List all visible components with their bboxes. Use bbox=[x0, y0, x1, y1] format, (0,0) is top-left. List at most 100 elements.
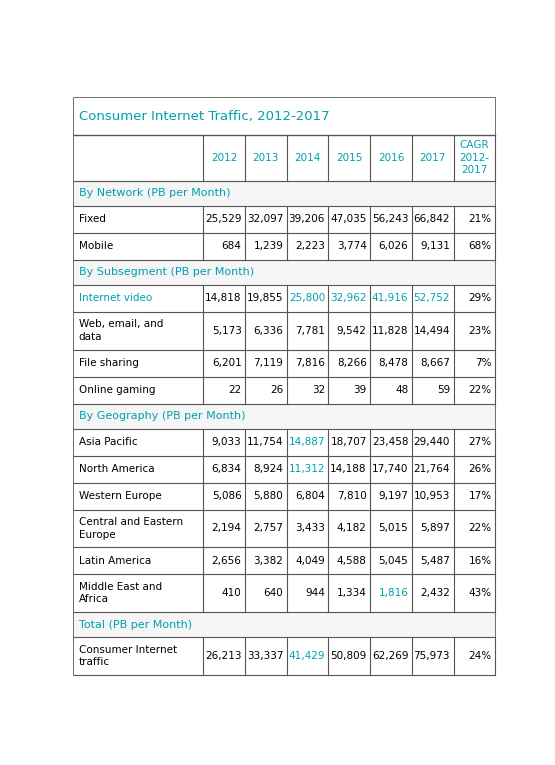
Text: 8,667: 8,667 bbox=[420, 358, 450, 368]
Text: 75,973: 75,973 bbox=[413, 651, 450, 661]
Text: 22%: 22% bbox=[468, 523, 492, 533]
Text: Consumer Internet Traffic, 2012-2017: Consumer Internet Traffic, 2012-2017 bbox=[79, 109, 330, 122]
Text: 7,781: 7,781 bbox=[295, 326, 325, 336]
Text: 26: 26 bbox=[270, 385, 283, 395]
Text: 10,953: 10,953 bbox=[413, 491, 450, 501]
Text: 68%: 68% bbox=[468, 241, 492, 251]
Text: 2016: 2016 bbox=[378, 153, 404, 163]
Bar bbox=[412, 285, 453, 311]
Bar bbox=[287, 547, 329, 575]
Bar bbox=[453, 206, 495, 233]
Text: 5,086: 5,086 bbox=[212, 491, 241, 501]
Text: 2014: 2014 bbox=[294, 153, 321, 163]
Text: 26,213: 26,213 bbox=[205, 651, 241, 661]
Text: By Subsegment (PB per Month): By Subsegment (PB per Month) bbox=[79, 267, 254, 277]
Bar bbox=[203, 428, 245, 455]
Bar bbox=[329, 637, 370, 675]
Text: 25,800: 25,800 bbox=[289, 293, 325, 303]
Text: 18,707: 18,707 bbox=[330, 437, 367, 447]
Text: Middle East and
Africa: Middle East and Africa bbox=[79, 582, 162, 604]
Bar bbox=[329, 575, 370, 612]
Text: Mobile: Mobile bbox=[79, 241, 113, 251]
Bar bbox=[287, 350, 329, 376]
Bar bbox=[370, 428, 412, 455]
Bar bbox=[453, 311, 495, 350]
Bar bbox=[74, 376, 203, 404]
Text: 21%: 21% bbox=[468, 214, 492, 224]
Text: 2,656: 2,656 bbox=[212, 556, 241, 566]
Bar bbox=[453, 637, 495, 675]
Bar bbox=[329, 350, 370, 376]
Text: 3,433: 3,433 bbox=[295, 523, 325, 533]
Bar bbox=[245, 575, 287, 612]
Text: Web, email, and
data: Web, email, and data bbox=[79, 320, 163, 342]
Bar bbox=[453, 483, 495, 509]
Text: 1,239: 1,239 bbox=[254, 241, 283, 251]
Bar bbox=[453, 455, 495, 483]
Text: 5,880: 5,880 bbox=[254, 491, 283, 501]
Text: 23%: 23% bbox=[468, 326, 492, 336]
Bar bbox=[370, 350, 412, 376]
Bar bbox=[370, 483, 412, 509]
Bar bbox=[287, 311, 329, 350]
Text: 39,206: 39,206 bbox=[289, 214, 325, 224]
Text: 1,816: 1,816 bbox=[379, 588, 408, 598]
Text: 7,816: 7,816 bbox=[295, 358, 325, 368]
Bar bbox=[245, 285, 287, 311]
Bar bbox=[245, 233, 287, 260]
Bar bbox=[245, 547, 287, 575]
Bar bbox=[329, 509, 370, 547]
Bar bbox=[74, 612, 495, 637]
Bar bbox=[245, 428, 287, 455]
Bar bbox=[245, 455, 287, 483]
Text: 4,049: 4,049 bbox=[295, 556, 325, 566]
Bar bbox=[245, 483, 287, 509]
Text: 2,757: 2,757 bbox=[254, 523, 283, 533]
Bar bbox=[412, 233, 453, 260]
Bar bbox=[287, 206, 329, 233]
Text: 4,182: 4,182 bbox=[337, 523, 367, 533]
Bar bbox=[74, 455, 203, 483]
Bar bbox=[412, 509, 453, 547]
Bar bbox=[370, 206, 412, 233]
Bar bbox=[370, 376, 412, 404]
Bar bbox=[287, 233, 329, 260]
Bar bbox=[412, 637, 453, 675]
Text: 5,015: 5,015 bbox=[379, 523, 408, 533]
Bar bbox=[203, 509, 245, 547]
Bar bbox=[329, 311, 370, 350]
Text: 41,429: 41,429 bbox=[289, 651, 325, 661]
Text: 21,764: 21,764 bbox=[413, 464, 450, 474]
Bar bbox=[412, 206, 453, 233]
Text: 11,312: 11,312 bbox=[289, 464, 325, 474]
Bar bbox=[74, 285, 203, 311]
Text: 9,542: 9,542 bbox=[337, 326, 367, 336]
Bar bbox=[74, 509, 203, 547]
Text: 43%: 43% bbox=[468, 588, 492, 598]
Text: 24%: 24% bbox=[468, 651, 492, 661]
Bar bbox=[370, 547, 412, 575]
Text: 2015: 2015 bbox=[336, 153, 362, 163]
Bar bbox=[203, 233, 245, 260]
Text: 8,266: 8,266 bbox=[337, 358, 367, 368]
Text: 66,842: 66,842 bbox=[413, 214, 450, 224]
Text: 14,818: 14,818 bbox=[205, 293, 241, 303]
Bar bbox=[453, 285, 495, 311]
Text: 16%: 16% bbox=[468, 556, 492, 566]
Text: Consumer Internet
traffic: Consumer Internet traffic bbox=[79, 645, 177, 667]
Text: Latin America: Latin America bbox=[79, 556, 151, 566]
Text: 25,529: 25,529 bbox=[205, 214, 241, 224]
Text: 14,188: 14,188 bbox=[330, 464, 367, 474]
Text: 2,223: 2,223 bbox=[295, 241, 325, 251]
Bar bbox=[203, 376, 245, 404]
Text: 2,194: 2,194 bbox=[212, 523, 241, 533]
Text: 4,588: 4,588 bbox=[337, 556, 367, 566]
Text: 6,834: 6,834 bbox=[212, 464, 241, 474]
Text: 32: 32 bbox=[312, 385, 325, 395]
Bar bbox=[287, 575, 329, 612]
Bar bbox=[203, 637, 245, 675]
Bar bbox=[370, 509, 412, 547]
Bar bbox=[287, 483, 329, 509]
Bar bbox=[203, 575, 245, 612]
Bar bbox=[203, 135, 245, 181]
